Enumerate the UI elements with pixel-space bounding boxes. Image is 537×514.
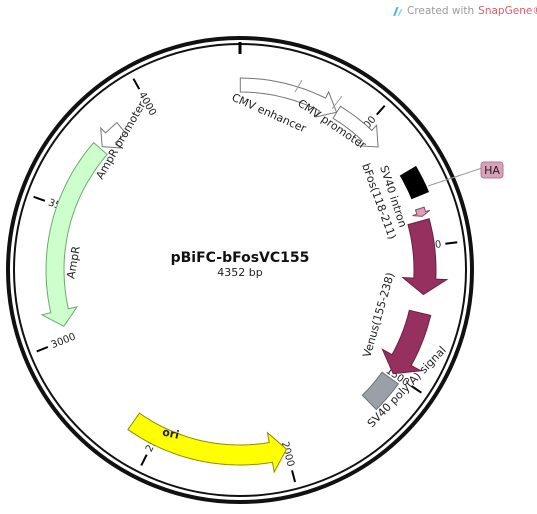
ha-leader-line [427, 167, 483, 187]
feature-ampr-promoter[interactable] [100, 121, 127, 149]
cmv-enhancer-leader-line [294, 79, 303, 93]
tick-3000 [36, 346, 49, 353]
feature-label-ori: ori [161, 425, 180, 441]
tick-4000 [132, 78, 141, 90]
feature-venus[interactable] [381, 309, 432, 375]
feature-ori[interactable] [127, 412, 288, 474]
feature-cmv-enhancer[interactable] [239, 77, 338, 118]
tick-500 [376, 104, 386, 116]
watermark-brand: SnapGene® [478, 5, 537, 17]
tick-2000 [291, 470, 297, 483]
ha-callout-box[interactable] [480, 161, 504, 179]
tick-1000 [445, 241, 458, 245]
features [40, 77, 449, 474]
plasmid-name: pBiFC-bFosVC155 [171, 250, 310, 266]
feature-label-venus: Venus(155-238) [360, 271, 397, 359]
feature-ha-tag[interactable] [412, 206, 431, 217]
cmv-promoter-leader-line [331, 95, 343, 110]
tick-2500 [140, 454, 148, 466]
feature-label-ha-tag: HA [484, 164, 500, 177]
plasmid-length: 4352 bp [217, 266, 262, 279]
watermark-prefix: Created with [407, 5, 475, 17]
tick-1500 [410, 385, 422, 394]
feature-sv40-intron[interactable] [399, 165, 430, 200]
feature-cmv-promoter[interactable] [332, 105, 379, 148]
tick-label-3000: 3000 [50, 331, 78, 351]
snapgene-watermark: Created with SnapGene® [392, 3, 537, 19]
tick-3500 [33, 195, 46, 202]
feature-bfos[interactable] [401, 218, 449, 296]
feature-sv40-polya[interactable] [361, 371, 400, 411]
snapgene-logo-icon [393, 6, 403, 16]
feature-label-ampr: AmpR [64, 245, 83, 280]
backbone-outer-ring [6, 36, 474, 504]
feature-ampr[interactable] [40, 141, 108, 327]
